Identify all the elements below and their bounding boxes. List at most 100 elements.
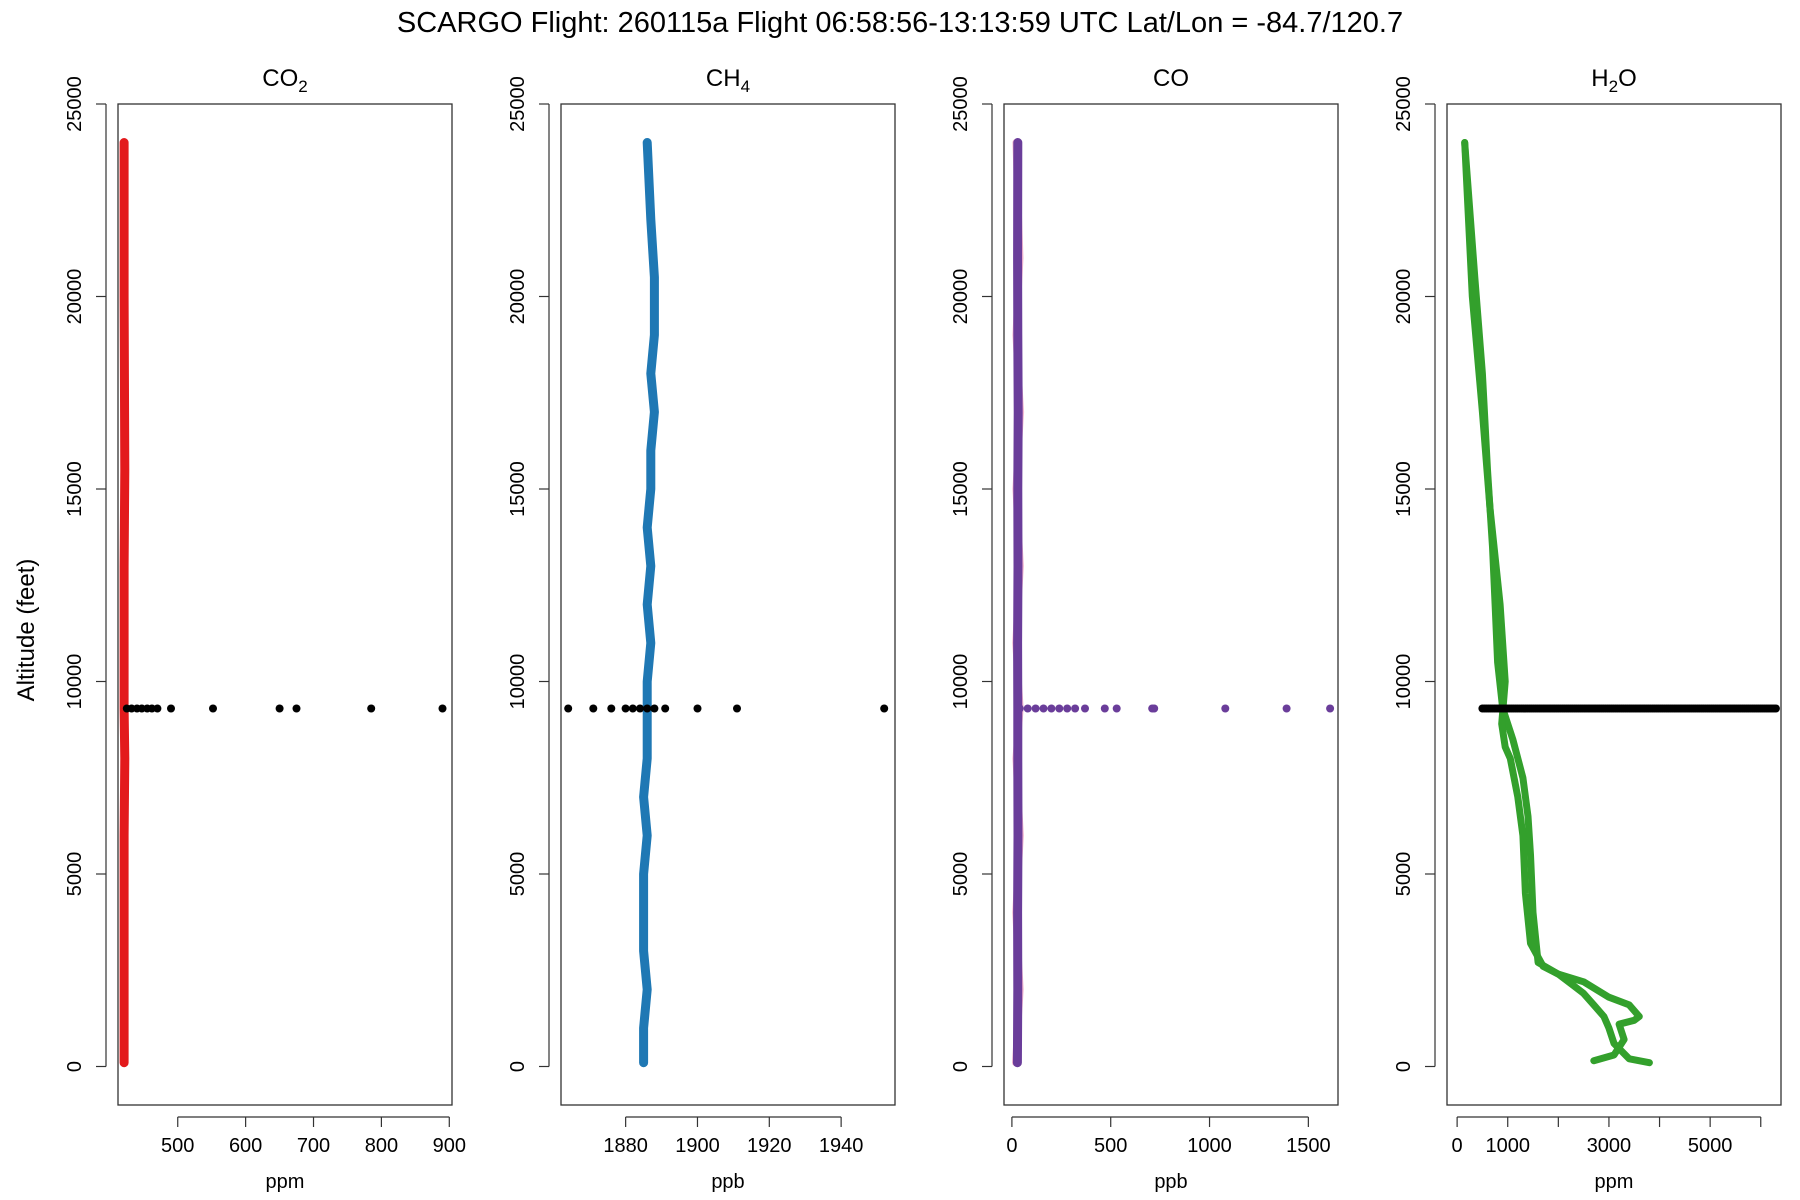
data-point <box>1326 704 1335 713</box>
x-tick-label: 0 <box>1452 1135 1463 1157</box>
x-axis-label: ppm <box>266 1171 305 1193</box>
x-tick-label: 1000 <box>1187 1135 1232 1157</box>
data-point <box>628 704 637 713</box>
data-point <box>1071 704 1080 713</box>
data-point <box>564 704 573 713</box>
y-tick-label: 20000 <box>507 269 529 325</box>
x-tick-label: 1900 <box>675 1135 720 1157</box>
series-trace-1 <box>1461 139 1643 1065</box>
plot-frame <box>117 103 453 1106</box>
data-point <box>650 704 659 713</box>
y-tick-label: 5000 <box>1393 852 1415 897</box>
plot-frame <box>560 103 896 1106</box>
series-trace-1 <box>1012 138 1023 1068</box>
data-point <box>1055 704 1064 713</box>
data-point <box>643 704 652 713</box>
y-tick-label: 15000 <box>1393 461 1415 517</box>
y-tick-label: 25000 <box>507 76 529 132</box>
x-tick-label: 500 <box>1094 1135 1127 1157</box>
y-tick-label: 15000 <box>64 461 86 517</box>
chart-panel-4: H2O ppm 0 5000 10000 15000 20000 25000 0 1000 3000… <box>1393 65 1782 1193</box>
x-tick-label: 0 <box>1006 1135 1017 1157</box>
y-tick-label: 15000 <box>950 461 972 517</box>
x-tick-label: 1920 <box>747 1135 792 1157</box>
data-point <box>1112 704 1121 713</box>
series-trace-2 <box>1461 139 1653 1067</box>
panel-title: CO2 <box>262 65 307 96</box>
data-point <box>1063 704 1072 713</box>
data-point <box>621 704 630 713</box>
x-tick-label: 1500 <box>1286 1135 1331 1157</box>
data-point <box>1282 704 1291 713</box>
y-tick-label: 25000 <box>1393 76 1415 132</box>
x-tick-label: 1940 <box>819 1135 864 1157</box>
data-point <box>167 704 175 713</box>
panel-title: H2O <box>1591 65 1636 96</box>
data-point <box>292 704 301 713</box>
data-point <box>589 704 598 713</box>
panel-title: CH4 <box>706 65 750 96</box>
x-tick-label: 900 <box>433 1135 466 1157</box>
data-point <box>661 704 670 713</box>
series-trace-1 <box>119 138 130 1068</box>
x-tick-label: 800 <box>365 1135 398 1157</box>
y-tick-label: 5000 <box>950 852 972 897</box>
chart-panel-1: CO2 ppm 0 5000 10000 15000 20000 25000 500 600 700… <box>64 65 466 1193</box>
x-tick-label: 500 <box>161 1135 194 1157</box>
data-point <box>693 704 702 713</box>
page-title: SCARGO Flight: 260115a Flight 06:58:56-1… <box>397 7 1403 39</box>
y-tick-label: 5000 <box>507 852 529 897</box>
y-tick-label: 20000 <box>950 269 972 325</box>
x-tick-label: 700 <box>297 1135 330 1157</box>
x-tick-label: 5000 <box>1688 1135 1733 1157</box>
y-tick-label: 20000 <box>1393 269 1415 325</box>
x-tick-label: 600 <box>229 1135 262 1157</box>
y-tick-label: 25000 <box>950 76 972 132</box>
y-tick-label: 10000 <box>507 654 529 710</box>
series-trace-1 <box>639 138 659 1068</box>
data-point <box>1039 704 1048 713</box>
data-point <box>1081 704 1089 713</box>
data-point <box>1047 704 1056 713</box>
data-point <box>1150 704 1159 713</box>
data-point <box>438 704 447 713</box>
x-axis-label: ppm <box>1595 1171 1634 1193</box>
data-point <box>1015 704 1024 713</box>
plot-frame <box>1446 103 1782 1106</box>
data-point <box>880 704 889 713</box>
chart-panel-2: CH4 ppb 0 5000 10000 15000 20000 25000 1880 1900 1… <box>507 65 896 1193</box>
y-tick-label: 5000 <box>64 852 86 897</box>
y-tick-label: 10000 <box>64 654 86 710</box>
x-tick-label: 1000 <box>1485 1135 1530 1157</box>
panel-title: CO <box>1153 65 1189 92</box>
y-tick-label: 15000 <box>507 461 529 517</box>
y-tick-label: 0 <box>64 1061 86 1072</box>
data-point <box>209 704 217 713</box>
y-tick-label: 20000 <box>64 269 86 325</box>
plot-frame <box>1003 103 1339 1106</box>
data-point <box>147 704 156 713</box>
x-axis-label: ppb <box>711 1171 744 1193</box>
y-tick-label: 0 <box>950 1061 972 1072</box>
x-tick-label: 3000 <box>1587 1135 1632 1157</box>
y-tick-label: 10000 <box>950 654 972 710</box>
data-point <box>1221 704 1230 713</box>
shared-ylabel: Altitude (feet) <box>13 559 40 702</box>
y-tick-label: 0 <box>507 1061 529 1072</box>
data-point <box>275 704 284 713</box>
data-point <box>607 704 616 713</box>
data-point <box>1771 704 1780 713</box>
data-point <box>367 704 376 713</box>
x-tick-label: 1880 <box>603 1135 648 1157</box>
y-tick-label: 0 <box>1393 1061 1415 1072</box>
y-tick-label: 25000 <box>64 76 86 132</box>
data-point <box>153 704 162 713</box>
data-point <box>733 704 741 713</box>
x-axis-label: ppb <box>1154 1171 1187 1193</box>
data-point <box>1023 704 1032 713</box>
chart-panel-3: CO ppb 0 5000 10000 15000 20000 25000 0 500 1000 15… <box>950 65 1339 1193</box>
y-tick-label: 10000 <box>1393 654 1415 710</box>
data-point <box>636 704 644 713</box>
data-point <box>1100 704 1109 713</box>
